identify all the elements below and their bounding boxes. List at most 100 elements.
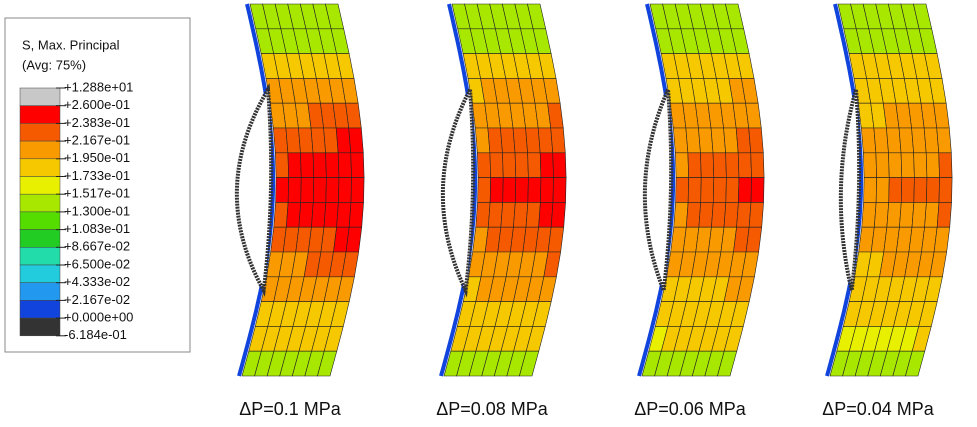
mesh-cell bbox=[273, 202, 289, 228]
mesh-cell bbox=[272, 127, 289, 154]
panels: ΔP=0.1 MPa ΔP=0.08 MPa ΔP=0.06 MPa ΔP=0.04 … bbox=[234, 3, 953, 419]
mesh-cell bbox=[487, 127, 503, 154]
mesh-cell bbox=[310, 127, 326, 154]
mesh-cell bbox=[317, 350, 338, 377]
mesh-cell bbox=[723, 127, 739, 154]
legend-label: +2.167e-01 bbox=[64, 133, 130, 148]
mesh-cell bbox=[311, 202, 327, 228]
legend-swatch bbox=[19, 87, 61, 106]
vessel: ΔP=0.06 MPa bbox=[634, 3, 765, 419]
legend-swatch bbox=[19, 317, 61, 337]
mesh-cell bbox=[905, 350, 926, 377]
panel-label: ΔP=0.06 MPa bbox=[634, 399, 747, 419]
mesh-cell bbox=[489, 177, 504, 203]
mesh-cell bbox=[687, 177, 702, 203]
mesh-cell bbox=[527, 152, 542, 178]
mesh-cell bbox=[712, 152, 727, 178]
mesh-cell bbox=[926, 177, 940, 203]
mesh-cell bbox=[514, 177, 529, 203]
mesh-cell bbox=[911, 127, 927, 154]
mesh-cell bbox=[489, 152, 504, 178]
mesh-cell bbox=[723, 202, 739, 228]
mesh-cell bbox=[335, 127, 352, 154]
mesh-cell bbox=[735, 127, 752, 154]
mesh-cell bbox=[500, 202, 516, 228]
stent bbox=[838, 89, 862, 291]
legend-swatch bbox=[19, 105, 61, 124]
legend-swatch bbox=[19, 158, 61, 177]
mesh-cell bbox=[899, 202, 915, 228]
mesh-cell bbox=[938, 152, 953, 178]
legend-label: +1.950e-01 bbox=[64, 150, 130, 165]
mesh-cell bbox=[298, 127, 314, 154]
mesh-cell bbox=[737, 152, 752, 178]
mesh-cell bbox=[338, 177, 352, 203]
mesh-cell bbox=[738, 177, 752, 203]
mesh-cell bbox=[540, 177, 554, 203]
mesh-cell bbox=[873, 127, 889, 154]
mesh-cell bbox=[350, 177, 365, 203]
mesh-cell bbox=[547, 226, 565, 253]
legend-label: -6.184e-01 bbox=[64, 327, 127, 342]
legend-label: +6.500e-02 bbox=[64, 256, 130, 271]
mesh-cell bbox=[711, 202, 727, 228]
mesh-cell bbox=[863, 177, 877, 203]
mesh-cell bbox=[888, 152, 903, 178]
mesh-cell bbox=[300, 152, 315, 178]
mesh-cell bbox=[924, 202, 940, 228]
mesh-cell bbox=[860, 127, 877, 154]
vessel-wall bbox=[237, 3, 276, 377]
mesh-cell bbox=[525, 202, 541, 228]
mesh-cell bbox=[672, 127, 689, 154]
mesh-cell bbox=[513, 202, 529, 228]
mesh-cell bbox=[712, 177, 727, 203]
mesh-cell bbox=[275, 152, 289, 178]
mesh-cell bbox=[525, 127, 541, 154]
mesh-cell bbox=[687, 152, 702, 178]
mesh-cell bbox=[936, 127, 952, 154]
legend-label: +1.288e+01 bbox=[64, 79, 133, 94]
mesh-cell bbox=[552, 177, 567, 203]
legend-swatch bbox=[19, 300, 61, 319]
legend-label: +8.667e-02 bbox=[64, 239, 130, 254]
mesh-cell bbox=[938, 177, 953, 203]
vessel: ΔP=0.08 MPa bbox=[436, 3, 567, 419]
mesh-cell bbox=[550, 202, 566, 228]
mesh-cell bbox=[913, 152, 928, 178]
mesh-cell bbox=[348, 202, 364, 228]
mesh-cell bbox=[477, 177, 491, 203]
legend-label: +1.517e-01 bbox=[64, 186, 130, 201]
mesh-cell bbox=[550, 127, 566, 154]
mesh-cell bbox=[717, 350, 738, 377]
legend-title: (Avg: 75%) bbox=[22, 57, 86, 72]
mesh-cell bbox=[710, 127, 726, 154]
mesh-cell bbox=[933, 226, 951, 253]
mesh-cell bbox=[875, 152, 890, 178]
mesh-cell bbox=[502, 152, 517, 178]
mesh-cell bbox=[675, 177, 689, 203]
mesh-cell bbox=[698, 127, 714, 154]
mesh-cell bbox=[552, 152, 567, 178]
legend-title: S, Max. Principal bbox=[22, 37, 120, 52]
mesh-cell bbox=[502, 177, 517, 203]
mesh-cell bbox=[925, 152, 940, 178]
mesh-cell bbox=[886, 127, 902, 154]
mesh-cell bbox=[750, 177, 765, 203]
legend-swatch bbox=[19, 176, 61, 195]
mesh-cell bbox=[900, 152, 915, 178]
mesh-cell bbox=[725, 152, 740, 178]
panel-label: ΔP=0.04 MPa bbox=[822, 399, 935, 419]
legend-swatch bbox=[19, 140, 61, 160]
vessel: ΔP=0.04 MPa bbox=[822, 3, 953, 419]
mesh-cell bbox=[538, 202, 554, 228]
mesh-cell bbox=[748, 127, 764, 154]
mesh-cell bbox=[298, 202, 314, 228]
mesh-cell bbox=[475, 202, 491, 228]
mesh-cell bbox=[285, 202, 302, 228]
vessel-wall bbox=[637, 3, 676, 377]
mesh-cell bbox=[539, 152, 554, 178]
stent bbox=[234, 83, 274, 297]
mesh-cell bbox=[487, 202, 504, 228]
mesh-cell bbox=[477, 152, 491, 178]
vessel-wall bbox=[439, 3, 478, 377]
